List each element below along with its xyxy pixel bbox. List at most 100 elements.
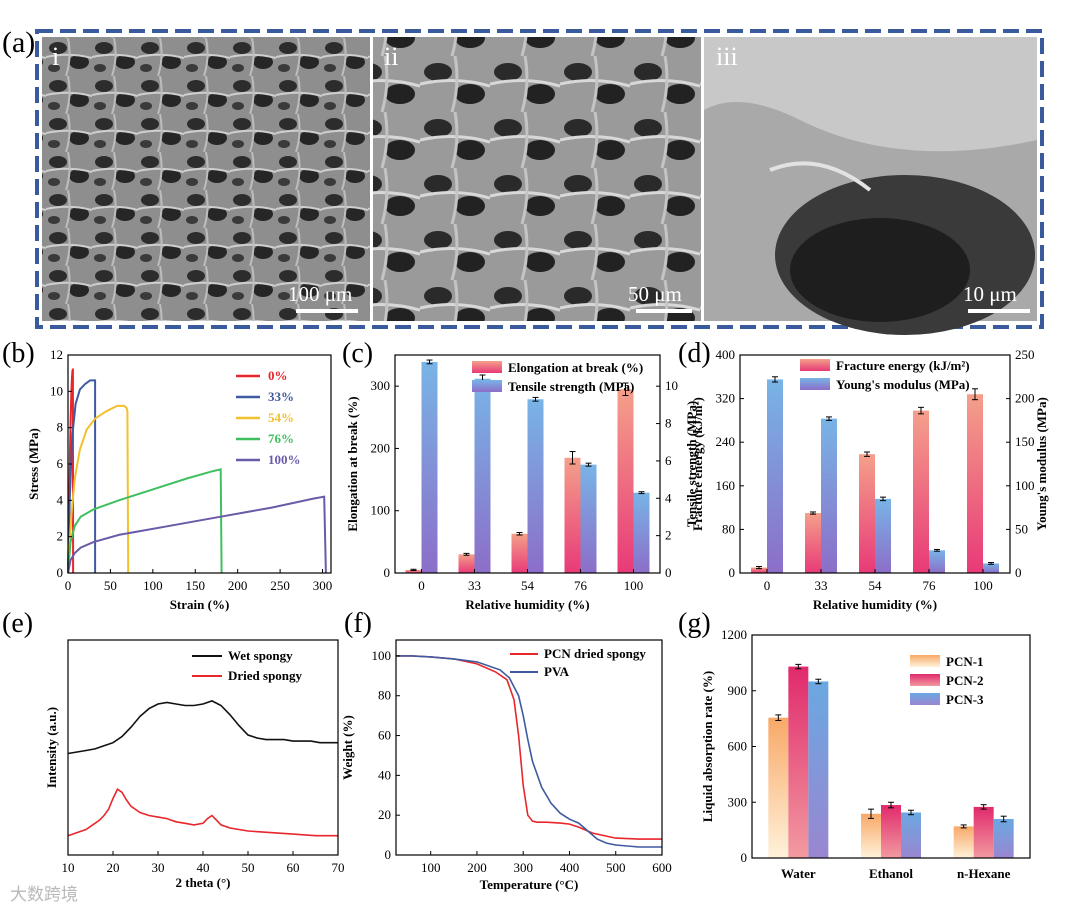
y-tick-label: 80 — [722, 521, 735, 536]
bar-left — [511, 533, 528, 573]
y-tick-label: 100 — [372, 648, 392, 663]
bar-right — [767, 379, 783, 573]
x-tick-label: 100 — [973, 578, 993, 593]
y-tick-label: 2 — [57, 529, 64, 544]
legend-label: Dried spongy — [228, 668, 303, 683]
legend-label: 33% — [268, 389, 294, 404]
bar-right — [821, 418, 837, 573]
bar-left — [751, 567, 767, 573]
legend-label: Wet spongy — [228, 648, 293, 663]
x-tick-label: n-Hexane — [957, 866, 1011, 881]
x-tick-label: 40 — [197, 860, 210, 875]
bar-right — [875, 498, 891, 573]
bar-left — [913, 410, 929, 573]
x-tick-label: 150 — [186, 578, 206, 593]
scale-bar-i — [296, 309, 358, 313]
y-tick-label: 100 — [371, 503, 391, 518]
bar-left — [967, 394, 983, 573]
legend-label: PCN dried spongy — [544, 646, 646, 661]
x-axis-label: Temperature (°C) — [480, 877, 579, 892]
scale-bar-iii — [968, 309, 1030, 313]
x-axis-label: Strain (%) — [170, 597, 230, 612]
y-axis-label: Intensity (a.u.) — [44, 707, 59, 788]
x-tick-label: 70 — [332, 860, 345, 875]
legend-label: PCN-2 — [946, 673, 984, 688]
y-tick-label: 0 — [741, 850, 748, 865]
y-tick-label: 0 — [384, 565, 391, 580]
y-axis-label: Stress (MPa) — [26, 428, 41, 500]
x-tick-label: 60 — [287, 860, 300, 875]
x-tick-label: 30 — [152, 860, 165, 875]
x-tick-label: 300 — [313, 578, 333, 593]
x-tick-label: 400 — [560, 860, 580, 875]
bar-right — [474, 378, 491, 573]
x-tick-label: 20 — [107, 860, 120, 875]
x-tick-label: 76 — [574, 578, 588, 593]
sem-label-ii: ii — [384, 42, 398, 71]
x-tick-label: 76 — [923, 578, 937, 593]
y-tick-label: 300 — [728, 794, 748, 809]
y2-tick-label: 50 — [1015, 521, 1028, 536]
y2-axis-label: Young's modulus (MPa) — [1034, 397, 1049, 531]
bar-left — [805, 513, 821, 573]
bar-PCN-3 — [901, 812, 921, 858]
x-tick-label: 300 — [513, 860, 533, 875]
sem-label-iii: iii — [716, 42, 738, 71]
bar-PCN-2 — [881, 805, 901, 858]
series-line-Wet spongy — [67, 700, 338, 755]
y-tick-label: 160 — [716, 478, 736, 493]
y-tick-label: 240 — [716, 434, 736, 449]
y2-tick-label: 10 — [665, 378, 678, 393]
panel-label-e: (e) — [2, 608, 33, 639]
y-axis-label: Weight (%) — [340, 715, 355, 780]
series-line-76% — [67, 468, 223, 574]
x-tick-label: 200 — [467, 860, 487, 875]
sem-image-i — [42, 37, 370, 321]
sem-image-ii — [373, 37, 701, 321]
x-tick-label: 100 — [421, 860, 441, 875]
scale-bar-label-i: 100 μm — [288, 282, 352, 306]
x-tick-label: 10 — [62, 860, 75, 875]
series-line-33% — [67, 379, 97, 574]
y2-tick-label: 8 — [665, 416, 672, 431]
x-tick-label: Ethanol — [869, 866, 913, 881]
y-tick-label: 8 — [57, 420, 64, 435]
y2-axis-label: Tensile strength (MPa) — [684, 401, 699, 527]
legend-swatch — [472, 361, 502, 373]
panel-label-d: (d) — [678, 338, 711, 369]
y2-tick-label: 4 — [665, 490, 672, 505]
y-tick-label: 200 — [371, 440, 391, 455]
x-tick-label: 100 — [143, 578, 163, 593]
chart-c-elongation-tensile: 0 33 54 76 100 0 100 200 300 0 2 4 6 8 10 Relative humi… — [345, 354, 699, 612]
y2-tick-label: 0 — [1015, 565, 1022, 580]
y-tick-label: 0 — [57, 565, 64, 580]
y-tick-label: 400 — [716, 347, 736, 362]
y-tick-label: 10 — [50, 383, 63, 398]
legend-label: 76% — [268, 431, 294, 446]
x-axis-label: 2 theta (°) — [175, 875, 230, 890]
y-tick-label: 80 — [378, 688, 391, 703]
legend-label: 54% — [268, 410, 294, 425]
x-tick-label: 54 — [869, 578, 883, 593]
bar-PCN-3 — [993, 818, 1014, 858]
y-axis-label: Elongation at break (%) — [345, 396, 360, 531]
x-tick-label: 250 — [270, 578, 290, 593]
x-tick-label: 0 — [65, 578, 72, 593]
legend-label: Fracture energy (kJ/m²) — [836, 358, 970, 373]
chart-f-tga: 100 200 300 400 500 600 0 20 40 60 80 100 Temperatur… — [340, 639, 672, 892]
legend-label: PCN-1 — [946, 654, 984, 669]
y-tick-label: 300 — [371, 378, 391, 393]
y-tick-label: 4 — [57, 492, 64, 507]
y-tick-label: 60 — [378, 728, 391, 743]
x-tick-label: 50 — [104, 578, 117, 593]
scale-bar-ii — [636, 309, 692, 313]
legend-swatch — [472, 380, 502, 392]
y-axis-label: Fracture energy (kJ/m²) — [690, 397, 705, 531]
legend-swatch — [910, 655, 940, 667]
x-tick-label: 500 — [606, 860, 626, 875]
y-tick-label: 0 — [729, 565, 736, 580]
y2-tick-label: 200 — [1015, 391, 1035, 406]
x-tick-label: 200 — [228, 578, 248, 593]
legend-swatch — [910, 693, 940, 705]
